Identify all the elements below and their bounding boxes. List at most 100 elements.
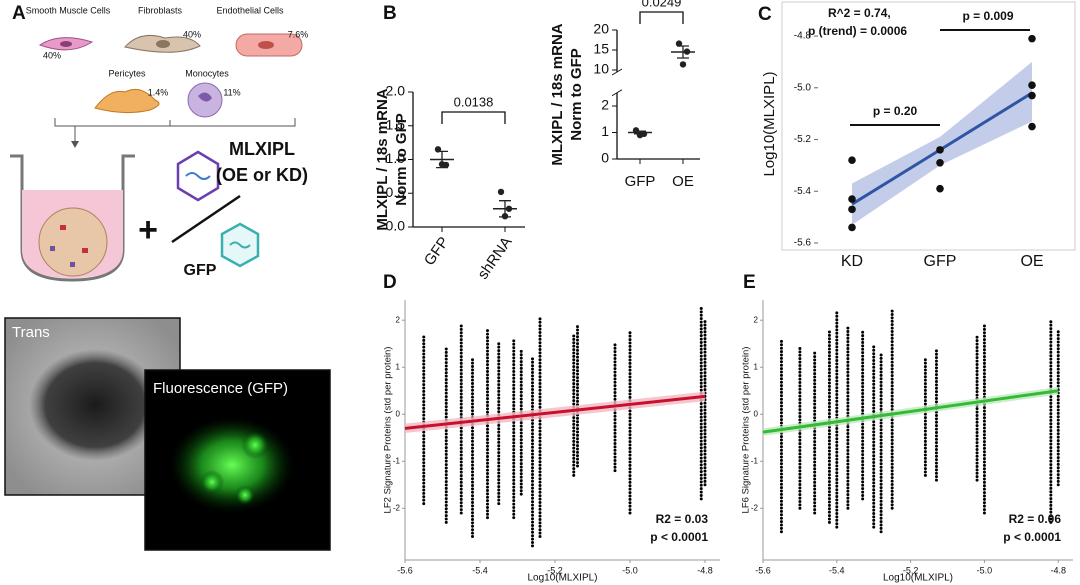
cell-share: 40% [183,29,201,39]
panel-frame [781,1,1076,251]
y-tick-label: 2 [754,315,759,324]
x-tick-label: -5.2 [547,565,563,575]
axis-break [611,89,623,97]
annotation: R2 = 0.03 [656,512,709,526]
data-point [1028,122,1036,131]
image-label: Trans [12,324,50,341]
cell-share: 7.6% [288,29,309,39]
y-tick-label: 2 [396,315,401,324]
error-bar [634,130,646,135]
y-tick-label: 0.5 [386,184,406,200]
treatment-note: (OE or KD) [216,165,308,185]
cell-name: Endothelial Cells [216,5,284,15]
data-point [1028,34,1036,43]
comparison-label: p = 0.20 [873,104,918,118]
data-point [675,40,683,47]
comparison-label: p = 0.009 [962,9,1013,23]
data-point [848,205,856,214]
image-fluorescence [144,369,331,551]
y-tick-label: 2.0 [386,83,406,99]
y-tick-label: 20 [593,21,609,37]
x-tick-label: -5.4 [472,565,488,575]
treatment: MLXIPL [229,139,295,159]
x-axis-label: Log10(MLXIPL) [883,573,953,584]
y-tick-label: -1 [393,456,401,465]
x-tick-label: -4.8 [1050,565,1066,575]
y-tick-label: 1 [601,123,609,139]
x-tick-label: -4.8 [697,565,713,575]
data-point [679,61,687,68]
x-axis-label: Log10(MLXIPL) [527,573,597,584]
y-tick-label: -1 [751,456,759,465]
panel-a-drawing [10,33,303,282]
data-point [848,223,856,232]
x-tick-label: GFP [924,253,957,270]
y-tick-label: 0.0 [386,218,406,234]
x-tick-label: -5.6 [397,565,413,575]
data-point [936,184,944,193]
control: GFP [184,262,217,279]
x-tick-label: -5.4 [829,565,845,575]
y-tick-label: 10 [593,61,609,77]
x-tick-label: OE [1020,253,1043,270]
plus-sign: + [138,211,158,249]
y-tick-label: 1 [396,362,401,371]
x-tick-label: -5.6 [755,565,771,575]
y-tick-label: 1 [754,362,759,371]
x-tick-label: KD [841,253,863,270]
y-tick-label: -4.8 [794,31,812,42]
cell-share: 11% [223,87,240,97]
x-tick-label: -5.0 [622,565,638,575]
y-tick-label: -5.0 [794,82,812,93]
cell-name: Monocytes [185,68,229,78]
y-tick-label: -5.2 [794,134,812,145]
y-tick-label: 0 [396,409,401,418]
x-tick-label: -5.0 [977,565,993,575]
p-value: 0.0138 [454,94,494,109]
y-tick-label: -5.6 [794,238,812,249]
y-tick-label: 1.0 [386,150,406,166]
y-axis-label: Norm to GFP [568,48,585,141]
error-bar [499,200,511,218]
y-axis-label: MLXIPL / 18s mRNA [549,23,566,165]
x-tick-label: -5.2 [903,565,919,575]
cell-name: Fibroblasts [138,5,183,15]
annotation: p (trend) = 0.0006 [808,24,907,38]
y-tick-label: -2 [393,503,401,512]
y-axis-label: LF6 Signature Proteins (std per protein) [741,347,752,514]
cell-name: Pericytes [108,68,146,78]
image-label: Fluorescence (GFP) [153,380,288,397]
y-axis-label: Log10(MLXIPL) [761,71,778,176]
data-point [936,159,944,167]
significance-bracket [639,11,684,24]
p-value: 0.0249 [642,0,682,9]
annotation: R2 = 0.06 [1009,512,1062,526]
panel-label: E [743,272,756,293]
cell-share: 40% [43,50,61,60]
panel-label: A [12,3,26,24]
y-tick-label: 15 [593,41,609,57]
fit-line [404,394,706,430]
x-tick-label: GFP [625,173,656,190]
x-tick-label: GFP [421,234,453,269]
y-tick-label: -2 [751,503,759,512]
y-tick-label: 0 [601,150,609,166]
panel-label: C [758,4,772,25]
x-tick-label: shRNA [474,234,515,283]
axis-break [611,68,623,76]
y-tick-label: 1.5 [386,116,406,132]
significance-bracket [441,111,506,124]
error-bar [436,150,448,169]
y-axis-label: Norm to GFP [393,113,410,206]
y-tick-label: 2 [601,97,609,113]
fit-line [762,389,1059,434]
y-axis-label: LF2 Signature Proteins (std per protein) [383,347,394,514]
annotation: p < 0.0001 [1003,530,1061,544]
cell-name: Smooth Muscle Cells [26,5,111,15]
y-tick-label: -5.4 [794,186,812,197]
data-point [936,146,944,154]
confidence-band [852,61,1032,225]
panel-label: D [383,272,397,293]
